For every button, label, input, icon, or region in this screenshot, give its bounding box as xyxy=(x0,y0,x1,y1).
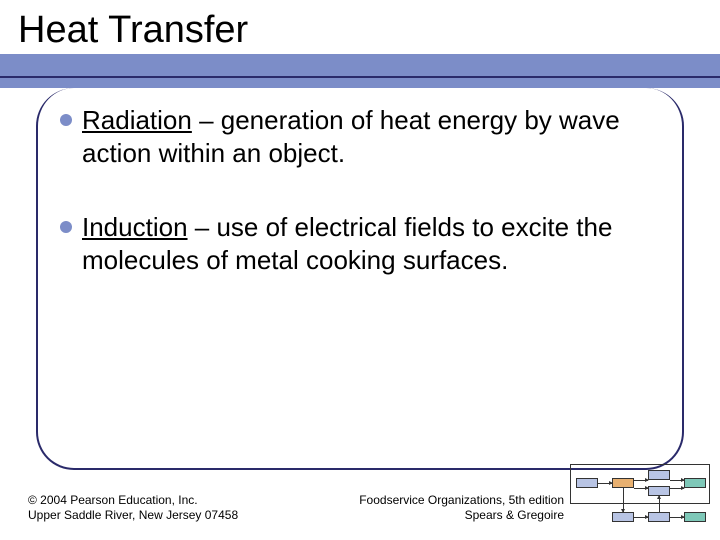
diagram-node xyxy=(648,512,670,522)
header-underline xyxy=(0,76,720,78)
diagram-edge xyxy=(634,488,648,489)
bullet-icon xyxy=(60,114,72,126)
diagram-edge xyxy=(670,517,684,518)
address-line: Upper Saddle River, New Jersey 07458 xyxy=(28,508,238,524)
bullet-item: Radiation – generation of heat energy by… xyxy=(60,104,660,169)
diagram-edge xyxy=(670,480,684,481)
slide-title: Heat Transfer xyxy=(18,9,248,52)
bullet-item: Induction – use of electrical fields to … xyxy=(60,211,660,276)
header-band xyxy=(0,54,720,88)
diagram-node xyxy=(576,478,598,488)
diagram-node xyxy=(684,478,706,488)
diagram-edge xyxy=(634,517,648,518)
diagram-edge xyxy=(634,480,648,481)
flowchart-diagram xyxy=(576,470,708,526)
diagram-node xyxy=(684,512,706,522)
footer-left: © 2004 Pearson Education, Inc. Upper Sad… xyxy=(28,493,238,524)
copyright-line: © 2004 Pearson Education, Inc. xyxy=(28,493,238,509)
diagram-edge xyxy=(623,488,624,512)
diagram-edge xyxy=(670,488,684,489)
diagram-edge xyxy=(659,496,660,512)
diagram-node xyxy=(612,512,634,522)
footer-right: Foodservice Organizations, 5th edition S… xyxy=(359,493,564,524)
authors-line: Spears & Gregoire xyxy=(359,508,564,524)
bullet-term: Radiation xyxy=(82,105,192,135)
bullet-term: Induction xyxy=(82,212,188,242)
diagram-node xyxy=(648,470,670,480)
bullet-icon xyxy=(60,221,72,233)
slide-body: Radiation – generation of heat energy by… xyxy=(60,104,660,318)
diagram-edge xyxy=(598,483,612,484)
diagram-node xyxy=(612,478,634,488)
book-title-line: Foodservice Organizations, 5th edition xyxy=(359,493,564,509)
